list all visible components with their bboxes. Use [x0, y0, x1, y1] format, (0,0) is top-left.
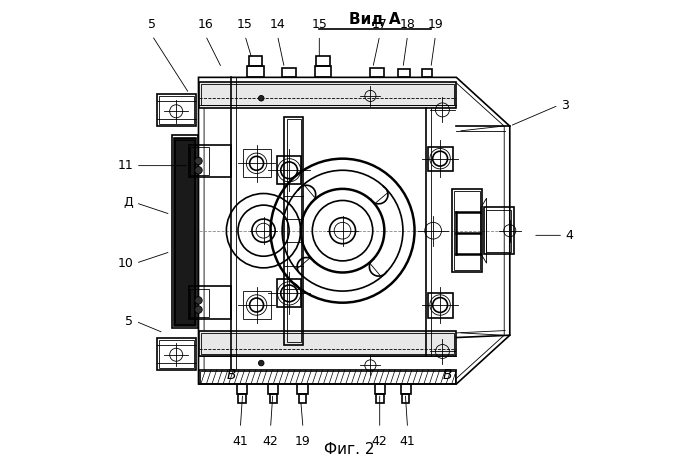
Bar [370, 68, 384, 77]
Text: Вид А: Вид А [350, 12, 401, 27]
Text: Фиг. 2: Фиг. 2 [324, 442, 375, 457]
Text: 15: 15 [311, 18, 327, 31]
Text: 18: 18 [400, 18, 415, 31]
Bar [190, 289, 209, 316]
Circle shape [259, 360, 264, 366]
Bar [243, 150, 271, 177]
Text: 19: 19 [295, 435, 311, 448]
Text: 19: 19 [428, 18, 443, 31]
Bar [299, 394, 306, 403]
Text: 14: 14 [270, 18, 285, 31]
Bar [201, 333, 454, 354]
Bar [401, 384, 411, 394]
Bar [249, 56, 262, 66]
Bar [237, 384, 247, 394]
Bar [238, 394, 246, 403]
Bar [287, 119, 301, 342]
Bar [199, 370, 456, 384]
Bar [174, 138, 196, 326]
Text: 5: 5 [125, 315, 134, 328]
Bar [398, 69, 410, 77]
Circle shape [195, 306, 202, 313]
Text: 16: 16 [198, 18, 213, 31]
Bar [375, 384, 385, 394]
Text: 4: 4 [565, 229, 573, 242]
Bar [428, 294, 453, 317]
Bar [199, 330, 456, 356]
Bar [452, 189, 482, 273]
Bar [201, 84, 454, 105]
Bar [189, 287, 231, 319]
Bar [298, 384, 308, 394]
Bar [402, 394, 410, 403]
Bar [159, 96, 194, 124]
Bar [278, 156, 301, 184]
Bar [486, 210, 511, 252]
Bar [428, 147, 453, 171]
Text: 15: 15 [237, 18, 253, 31]
Text: 41: 41 [400, 435, 415, 448]
Polygon shape [199, 77, 510, 384]
Circle shape [259, 96, 264, 101]
Bar [270, 394, 277, 403]
Text: 41: 41 [233, 435, 248, 448]
Text: 11: 11 [117, 159, 134, 172]
Bar [199, 82, 456, 108]
Bar [190, 147, 209, 175]
Bar [278, 280, 301, 308]
Text: 10: 10 [117, 257, 134, 270]
Circle shape [195, 157, 202, 164]
Text: 5: 5 [148, 18, 156, 31]
Bar [316, 56, 329, 66]
Bar [484, 207, 514, 254]
Bar [172, 136, 198, 328]
Bar [243, 291, 271, 319]
Bar [454, 191, 480, 270]
Bar [315, 66, 331, 77]
Bar [421, 69, 432, 77]
Bar [377, 394, 384, 403]
Text: 42: 42 [372, 435, 387, 448]
Bar [175, 140, 194, 323]
Bar [284, 117, 303, 344]
Bar [200, 371, 455, 383]
Text: Д: Д [124, 196, 134, 209]
Bar [247, 66, 264, 77]
Circle shape [195, 166, 202, 174]
Bar [268, 384, 278, 394]
Text: В: В [226, 368, 236, 382]
Circle shape [195, 297, 202, 304]
Bar [189, 145, 231, 177]
Bar [159, 340, 194, 368]
Bar [157, 337, 196, 370]
Text: В: В [442, 368, 452, 382]
Text: 17: 17 [372, 18, 388, 31]
Bar [157, 94, 196, 126]
Text: 3: 3 [561, 99, 569, 112]
Bar [282, 68, 296, 77]
Polygon shape [481, 198, 487, 263]
Text: 42: 42 [263, 435, 278, 448]
